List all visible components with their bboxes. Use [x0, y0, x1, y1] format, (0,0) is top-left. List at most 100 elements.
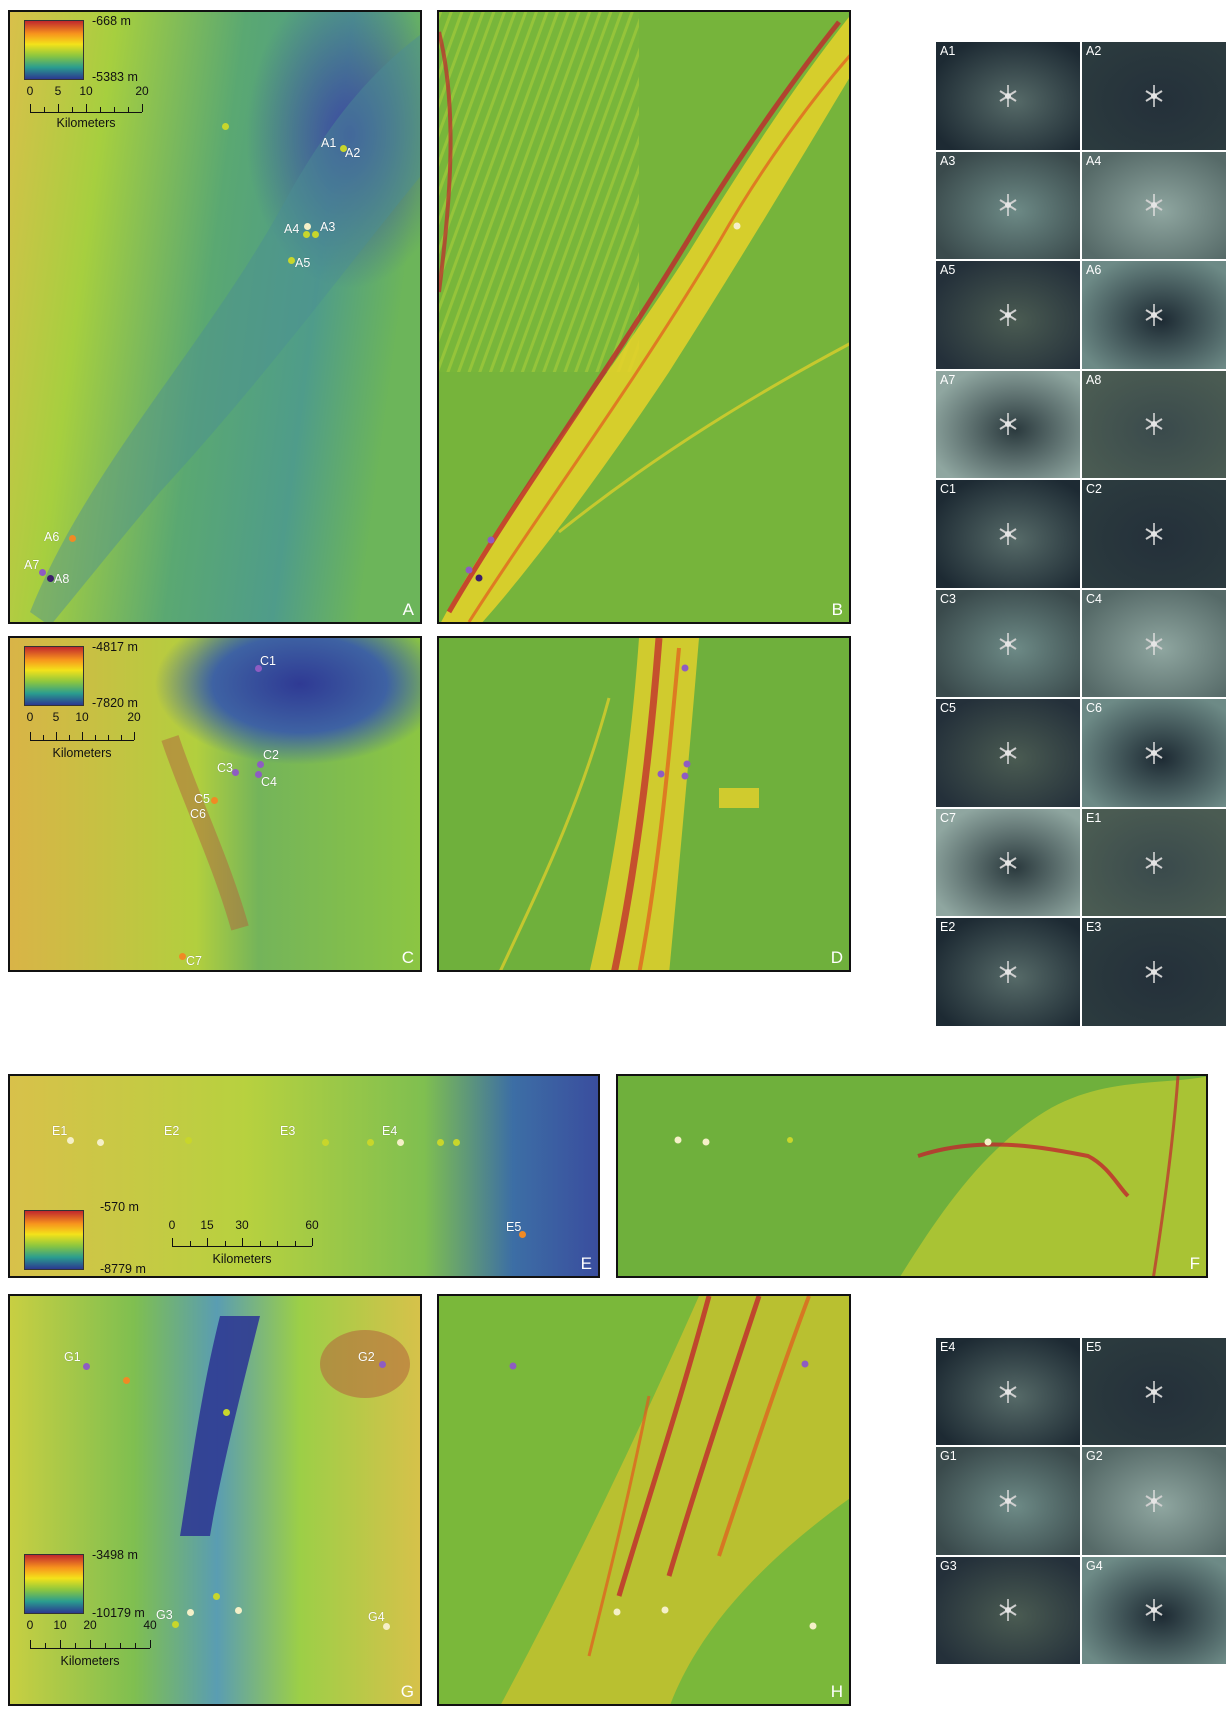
- site-label-e5: E5: [506, 1220, 522, 1234]
- bathymetry-map-e: [10, 1076, 598, 1276]
- site-dot: [254, 664, 262, 672]
- camera-rig-icon: [1143, 1380, 1165, 1403]
- site-label-a4: A4: [284, 222, 300, 236]
- site-dot: [171, 1620, 179, 1628]
- site-label-c3: C3: [217, 761, 233, 775]
- site-dot: [339, 144, 347, 152]
- camera-rig-icon: [1143, 632, 1165, 655]
- site-dot: [38, 568, 46, 576]
- site-label-c5: C5: [194, 792, 210, 806]
- site-label-a7: A7: [24, 558, 40, 572]
- camera-rig-icon: [1143, 1489, 1165, 1512]
- camera-rig-icon: [997, 742, 1019, 765]
- legend-bottom-depth: -5383 m: [92, 70, 138, 84]
- scale-bar: 0 5 10 20 Kilometers: [26, 710, 150, 760]
- photo-e5: E5: [1082, 1338, 1226, 1446]
- photo-label: C1: [940, 482, 956, 497]
- slope-map-b: [439, 12, 849, 622]
- photo-label: A8: [1086, 372, 1102, 387]
- scale-num: 20: [135, 84, 149, 98]
- panel-h-slope: H: [437, 1294, 851, 1706]
- site-dot: [184, 1136, 192, 1144]
- site-dot: [436, 1138, 444, 1146]
- photo-label: G4: [1086, 1558, 1103, 1573]
- photo-label: E5: [1086, 1340, 1102, 1354]
- camera-rig-icon: [1143, 742, 1165, 765]
- depth-legend-bar: [24, 1210, 84, 1270]
- legend-top-depth: -668 m: [92, 14, 131, 28]
- photo-c3: C3: [936, 589, 1080, 698]
- photo-a7: A7: [936, 370, 1080, 479]
- site-dot: [212, 1592, 220, 1600]
- slope-map-d: [439, 638, 849, 970]
- scale-num: 0: [168, 1218, 176, 1232]
- site-dot: [46, 574, 54, 582]
- depth-legend-bar: [24, 1554, 84, 1614]
- site-dot: [222, 1408, 230, 1416]
- scale-num: 10: [53, 1618, 67, 1632]
- photo-label: G3: [940, 1558, 957, 1573]
- photo-label: C6: [1086, 701, 1102, 716]
- photo-e4: E4: [936, 1338, 1080, 1446]
- scale-num: 40: [143, 1618, 157, 1632]
- photo-g2: G2: [1082, 1447, 1226, 1555]
- bathymetry-map-g: [10, 1296, 420, 1704]
- camera-rig-icon: [997, 632, 1019, 655]
- camera-rig-icon: [1143, 303, 1165, 326]
- site-label-c6: C6: [190, 807, 206, 821]
- scale-num: 10: [75, 710, 89, 724]
- site-dot: [303, 222, 311, 230]
- camera-rig-icon: [997, 961, 1019, 984]
- scale-bar: 0 5 10 20 Kilometers: [27, 84, 150, 134]
- site-dot: [122, 1376, 130, 1384]
- photo-a6: A6: [1082, 261, 1226, 369]
- site-dot: [82, 1362, 90, 1370]
- scale-unit: Kilometers: [56, 116, 116, 130]
- site-dot: [231, 768, 239, 776]
- site-dot: [186, 1608, 194, 1616]
- panel-label-b: B: [831, 600, 843, 619]
- photo-label: C2: [1086, 482, 1102, 497]
- panel-label-g: G: [400, 1682, 414, 1701]
- photo-a8: A8: [1082, 370, 1226, 479]
- photo-a1: A1: [936, 42, 1080, 150]
- site-label-g3: G3: [156, 1608, 173, 1622]
- site-label-c7: C7: [186, 954, 202, 968]
- site-label-e3: E3: [280, 1124, 296, 1138]
- legend-top-depth: -570 m: [100, 1200, 139, 1214]
- site-dot: [378, 1360, 386, 1368]
- camera-rig-icon: [997, 1599, 1019, 1622]
- photo-label: A6: [1086, 263, 1102, 278]
- photo-grid-bottom: E4 E5 G1 G2 G3 G4: [936, 1338, 1226, 1664]
- photo-g3: G3: [936, 1556, 1080, 1664]
- scale-unit: Kilometers: [212, 1252, 272, 1266]
- site-label-a1: A1: [321, 136, 337, 150]
- site-dot: [221, 122, 229, 130]
- bathymetry-map-a: [10, 12, 420, 622]
- panel-label-d: D: [830, 948, 843, 967]
- photo-label: A4: [1086, 153, 1102, 168]
- camera-rig-icon: [1143, 413, 1165, 436]
- panel-b-slope: B: [437, 10, 851, 624]
- depth-legend-bar: [24, 20, 84, 80]
- site-dot: [287, 256, 295, 264]
- site-dot: [68, 534, 76, 542]
- photo-label: G1: [940, 1449, 957, 1464]
- scale-bar: 0 10 20 40 Kilometers: [26, 1618, 170, 1678]
- scale-num: 60: [305, 1218, 319, 1232]
- scale-num: 5: [54, 84, 62, 98]
- camera-rig-icon: [997, 851, 1019, 874]
- site-dot: [382, 1622, 390, 1630]
- site-dot: [234, 1606, 242, 1614]
- site-dot: [311, 230, 319, 238]
- scale-num: 0: [26, 710, 34, 724]
- scale-bar: 0 15 30 60 Kilometers: [168, 1218, 322, 1276]
- site-dot: [396, 1138, 404, 1146]
- depth-legend-bar: [24, 646, 84, 706]
- legend-bottom-depth: -8779 m: [100, 1262, 146, 1276]
- scale-num: 0: [26, 1618, 34, 1632]
- site-label-e2: E2: [164, 1124, 180, 1138]
- panel-label-e: E: [580, 1254, 592, 1273]
- scale-num: 20: [83, 1618, 97, 1632]
- photo-g4: G4: [1082, 1556, 1226, 1664]
